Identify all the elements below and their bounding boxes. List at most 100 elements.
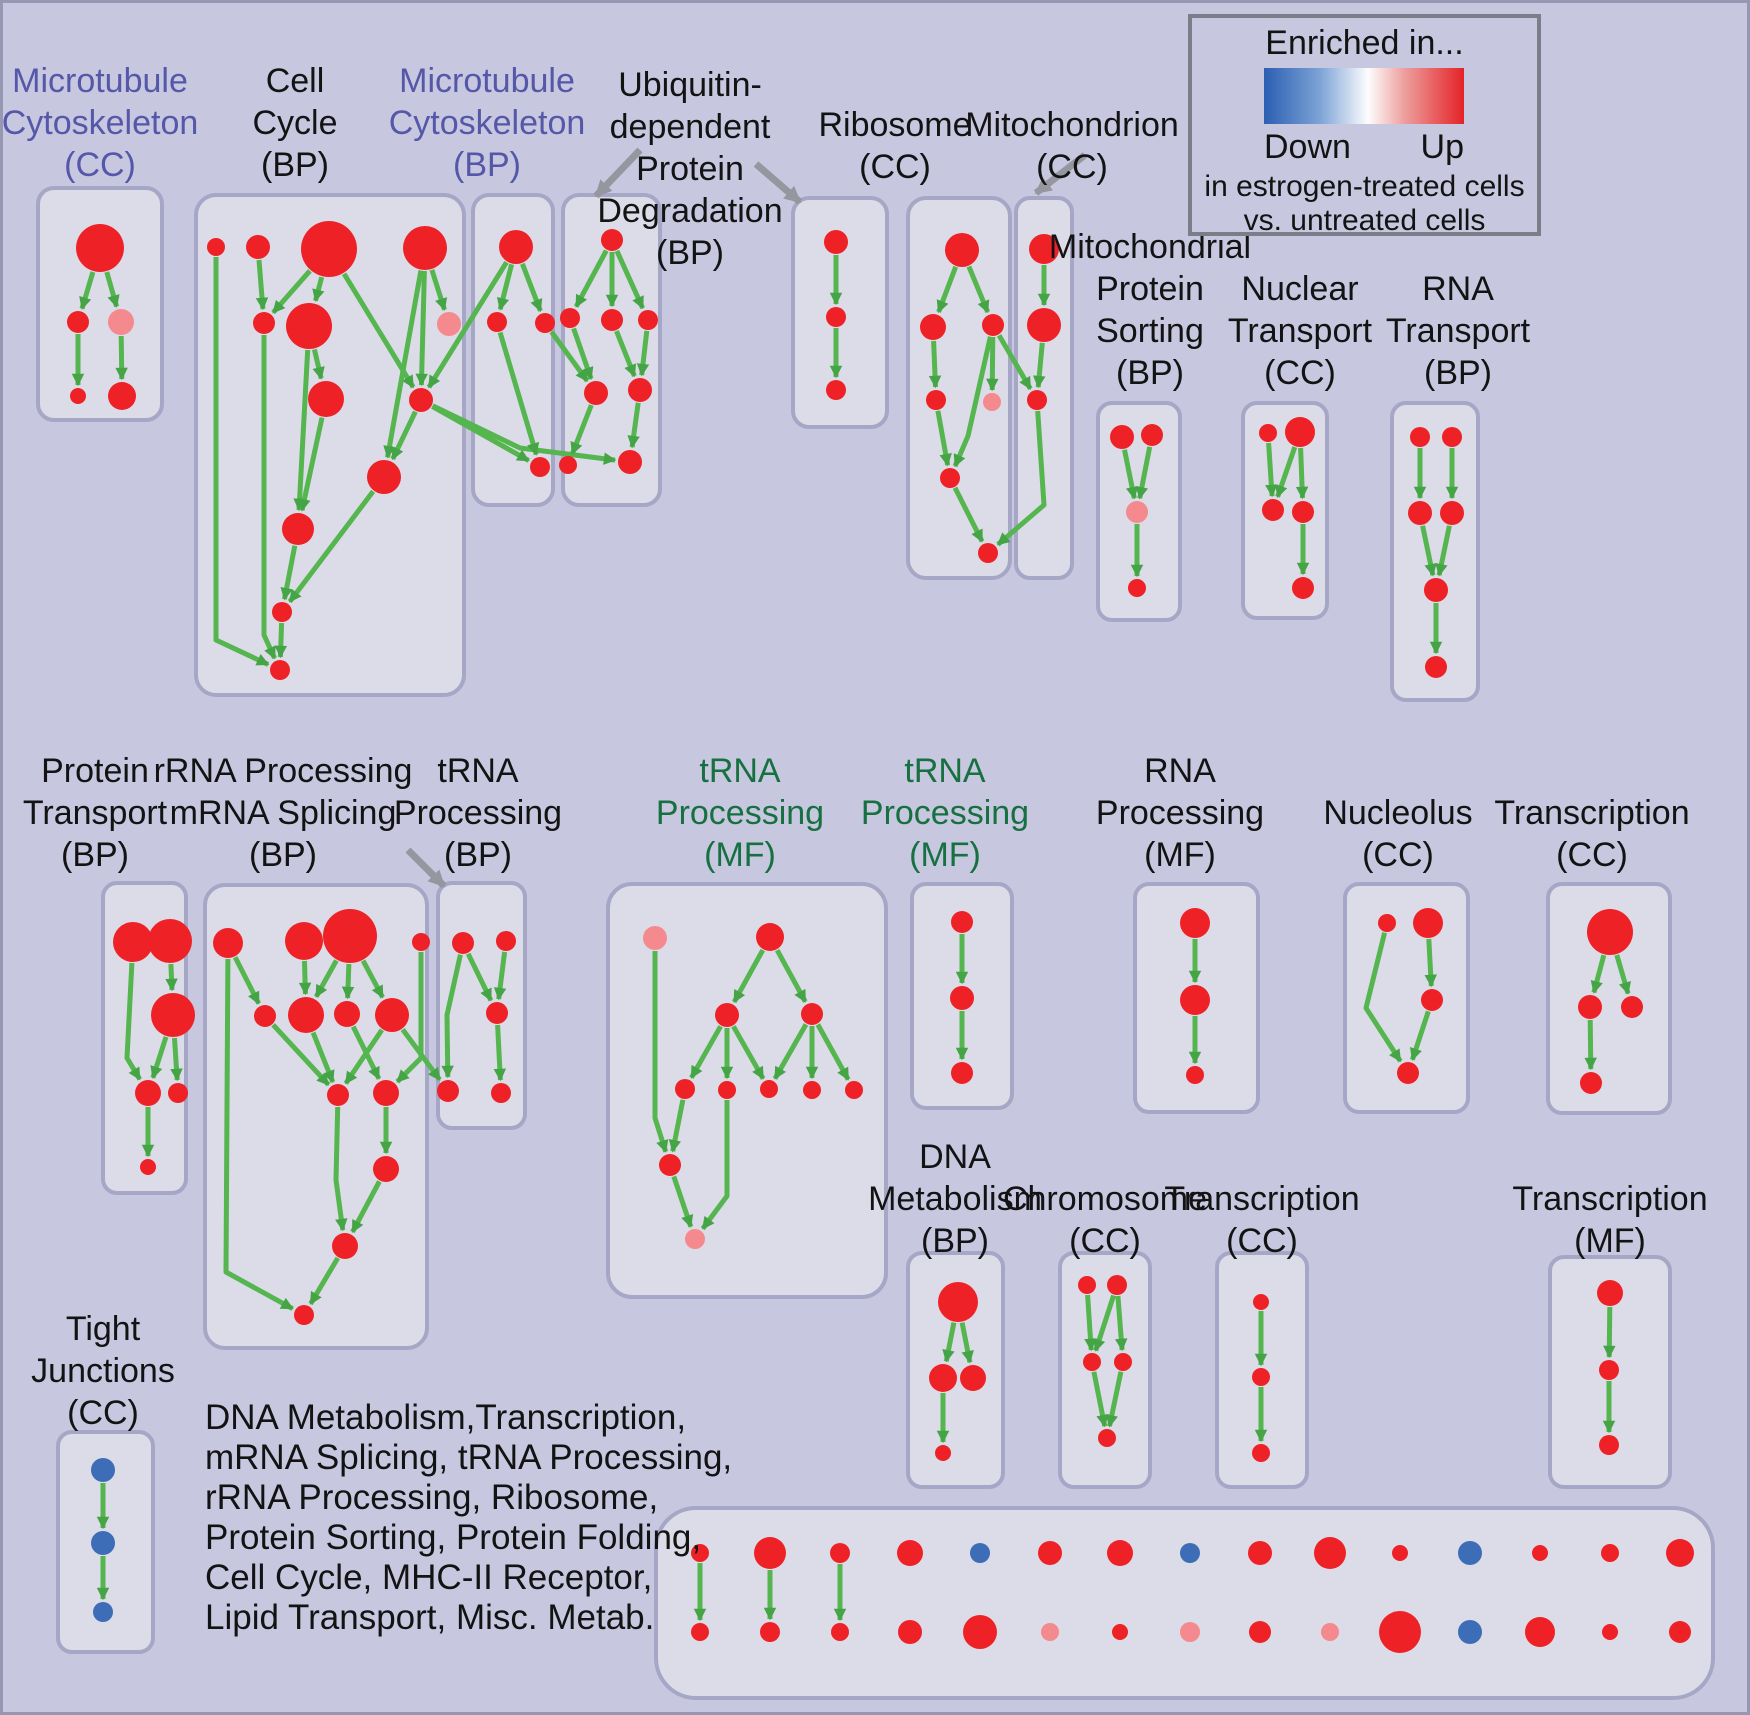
go-term-node-bb14	[1669, 1621, 1691, 1643]
edge-l2-l4	[1114, 1295, 1128, 1352]
label-pointer-arrow-0	[593, 147, 643, 199]
edge-s2-s3	[1135, 446, 1153, 500]
go-term-node-p6	[140, 1159, 156, 1175]
go-term-node-ba8	[1248, 1541, 1272, 1565]
edge-k1-k3	[959, 1322, 974, 1364]
edge-u1-u2	[573, 249, 609, 308]
edge-q1-q13	[223, 958, 294, 1311]
go-term-node-c9	[409, 388, 433, 412]
group-label-trna-processing-bp: tRNA Processing (BP)	[393, 752, 563, 874]
go-term-node-i3	[1421, 989, 1443, 1011]
uncategorized-terms-line-2: rRNA Processing, Ribosome,	[205, 1478, 659, 1517]
edge-u2-u5	[571, 327, 594, 380]
edge-r1-r3	[966, 265, 991, 314]
go-term-node-rt3	[1408, 501, 1432, 525]
go-term-node-p2	[148, 919, 192, 963]
go-term-node-i1	[1378, 914, 1396, 932]
edge-p3-p4	[150, 1036, 169, 1079]
legend-subtitle-1: in estrogen-treated cells	[1204, 170, 1525, 203]
edge-f6-f11	[700, 1100, 730, 1231]
go-term-node-q3	[323, 909, 377, 963]
edge-q3-q8	[360, 959, 385, 999]
go-term-node-c5	[253, 312, 275, 334]
go-term-node-g3	[951, 1062, 973, 1084]
go-term-node-r3	[982, 314, 1004, 336]
uncategorized-terms-text: DNA Metabolism,Transcription, mRNA Splici…	[205, 1398, 732, 1638]
edge-f4-f7	[772, 1023, 809, 1080]
edge-l2-l3	[1093, 1294, 1116, 1352]
edge-t1-t4	[441, 954, 463, 1079]
go-term-node-mtA	[76, 224, 124, 272]
go-term-node-ba5	[1038, 1541, 1062, 1565]
edge-q2-q6	[298, 960, 312, 996]
go-term-node-ba14	[1666, 1539, 1694, 1567]
go-term-node-v3	[826, 380, 846, 400]
legend-up-label: Up	[1420, 128, 1464, 166]
go-term-node-ba13	[1601, 1544, 1619, 1562]
edge-l4-l5	[1105, 1371, 1124, 1428]
go-term-node-c13	[270, 660, 290, 680]
go-term-node-mtD	[70, 388, 86, 404]
edge-mtA-mtC	[104, 271, 120, 308]
go-term-node-u5	[584, 381, 608, 405]
group-box-chromosome	[1058, 1251, 1152, 1489]
group-box-microtubule-bp	[471, 193, 555, 507]
edge-t2-t3	[493, 951, 508, 1001]
go-term-node-x1	[1029, 234, 1059, 264]
group-label-transcription-cc-2: Transcription (CC)	[1164, 1180, 1360, 1260]
edge-q5-q9	[271, 1023, 331, 1087]
go-term-node-t4	[437, 1080, 459, 1102]
go-term-node-ba6	[1107, 1540, 1133, 1566]
edge-c8-c11	[298, 417, 325, 512]
group-box-microtubule-cc	[36, 186, 164, 422]
go-term-node-f9	[845, 1081, 863, 1099]
edge-r7-r8	[952, 486, 985, 543]
go-term-node-p4	[135, 1080, 161, 1106]
legend-endpoint-labels: Down Up	[1264, 128, 1464, 167]
group-label-transcription-mf: Transcription (MF)	[1512, 1180, 1708, 1260]
go-term-node-u1	[601, 229, 623, 251]
edge-mtA-mtB	[79, 271, 96, 310]
edge-j1-j2	[1590, 954, 1607, 994]
edge-t3-t5	[493, 1024, 507, 1082]
edge-f4-f9	[815, 1023, 851, 1081]
edge-q11-q12	[350, 1180, 382, 1234]
go-term-node-l3	[1083, 1353, 1101, 1371]
go-term-node-bb11	[1458, 1620, 1482, 1644]
group-label-protein-transport-bp: Protein Transport (BP)	[22, 752, 168, 874]
go-term-node-q13	[294, 1305, 314, 1325]
go-term-node-o2	[1599, 1360, 1619, 1380]
go-term-node-ba12	[1532, 1545, 1548, 1561]
go-term-node-f10	[659, 1154, 681, 1176]
go-term-node-q8	[375, 998, 409, 1032]
edge-c1-c13	[213, 257, 270, 667]
go-term-node-s3	[1126, 501, 1148, 523]
go-term-node-u2	[560, 308, 580, 328]
edge-nt2-nt3	[1275, 446, 1298, 498]
go-term-node-rt1	[1410, 427, 1430, 447]
go-term-node-l5	[1098, 1429, 1116, 1447]
edge-c11-c12	[280, 545, 298, 601]
group-box-nucleolus	[1343, 882, 1470, 1114]
go-term-node-bb2	[831, 1623, 849, 1641]
go-term-node-rt5	[1424, 578, 1448, 602]
edge-c4-c10	[383, 270, 424, 459]
edge-c2-c5	[255, 259, 269, 311]
go-term-node-f8	[803, 1081, 821, 1099]
go-term-node-ba0	[691, 1544, 709, 1562]
edge-f3-f5	[689, 1025, 723, 1079]
go-term-node-m1	[499, 230, 533, 264]
go-term-node-c10	[367, 460, 401, 494]
go-term-node-n2	[1252, 1368, 1270, 1386]
edge-t1-t3	[465, 952, 494, 1002]
go-term-node-t1	[452, 932, 474, 954]
edge-i1-i4	[1363, 932, 1403, 1063]
go-term-node-bb7	[1180, 1622, 1200, 1642]
go-term-node-c4	[403, 226, 447, 270]
edge-f5-f10	[668, 1099, 686, 1153]
go-term-node-q4	[412, 933, 430, 951]
go-term-node-j1	[1587, 909, 1633, 955]
edge-i2-i3	[1424, 938, 1437, 988]
edge-c10-c12	[287, 489, 376, 604]
go-term-node-c1	[207, 238, 225, 256]
